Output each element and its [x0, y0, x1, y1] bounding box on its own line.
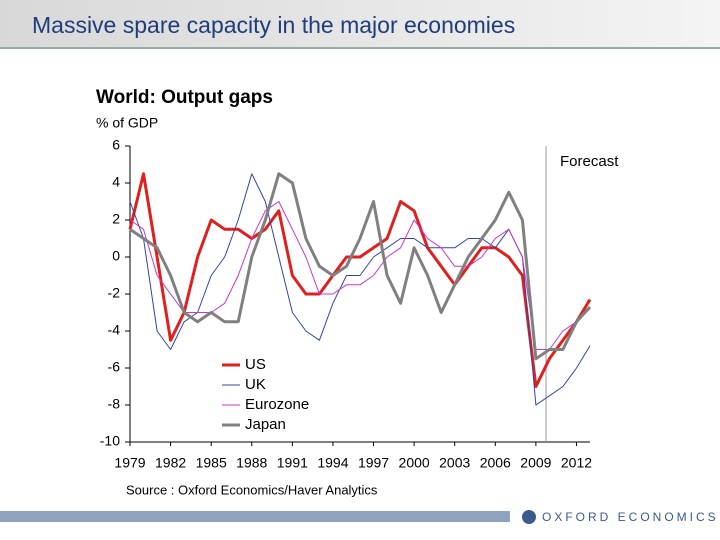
y-tick-label: 0	[112, 248, 120, 264]
y-axis-label: % of GDP	[96, 115, 158, 131]
plot: -10 -8 -6 -4 -2 0 2 4 6 1979 1982 1985 1988 1991 1994 1…	[100, 137, 619, 471]
y-tick-label: -8	[108, 396, 121, 412]
x-tick-label: 2012	[561, 455, 592, 471]
slide-title: Massive spare capacity in the major econ…	[32, 12, 515, 38]
x-tick-label: 1979	[114, 455, 145, 471]
y-tick-label: -6	[108, 359, 121, 375]
legend-label: Japan	[245, 416, 286, 433]
x-tick-label: 1994	[317, 455, 348, 471]
y-tick-label: 4	[112, 174, 120, 190]
series-line	[128, 172, 592, 388]
x-tick-label: 2003	[439, 455, 470, 471]
y-tick-label: -4	[108, 322, 121, 338]
x-tick-label: 2000	[399, 455, 430, 471]
chart-title: World: Output gaps	[96, 87, 273, 108]
footer-band	[0, 511, 510, 522]
annotation: Forecast	[560, 153, 619, 170]
x-tick-label: 1988	[236, 455, 267, 471]
header-band	[0, 0, 720, 48]
y-tick-label: 6	[112, 137, 120, 153]
series-line	[129, 172, 592, 361]
x-tick-label: 2009	[520, 455, 551, 471]
x-tick-label: 1997	[358, 455, 389, 471]
brand: OXFORD ECONOMICS	[542, 510, 719, 524]
x-tick-label: 2006	[480, 455, 511, 471]
x-tick-label: 1991	[277, 455, 308, 471]
logo-mark	[522, 510, 536, 524]
legend-label: Eurozone	[245, 396, 309, 413]
x-tick-label: 1982	[155, 455, 186, 471]
y-tick-label: -2	[108, 285, 121, 301]
source-note: Source : Oxford Economics/Haver Analytic…	[126, 482, 378, 497]
y-tick-label: 2	[112, 211, 120, 227]
y-tick-label: -10	[100, 433, 120, 449]
series-line	[129, 201, 591, 350]
series-line	[129, 173, 591, 406]
x-tick-label: 1985	[196, 455, 227, 471]
legend-label: UK	[245, 376, 266, 393]
legend-label: US	[245, 356, 266, 373]
